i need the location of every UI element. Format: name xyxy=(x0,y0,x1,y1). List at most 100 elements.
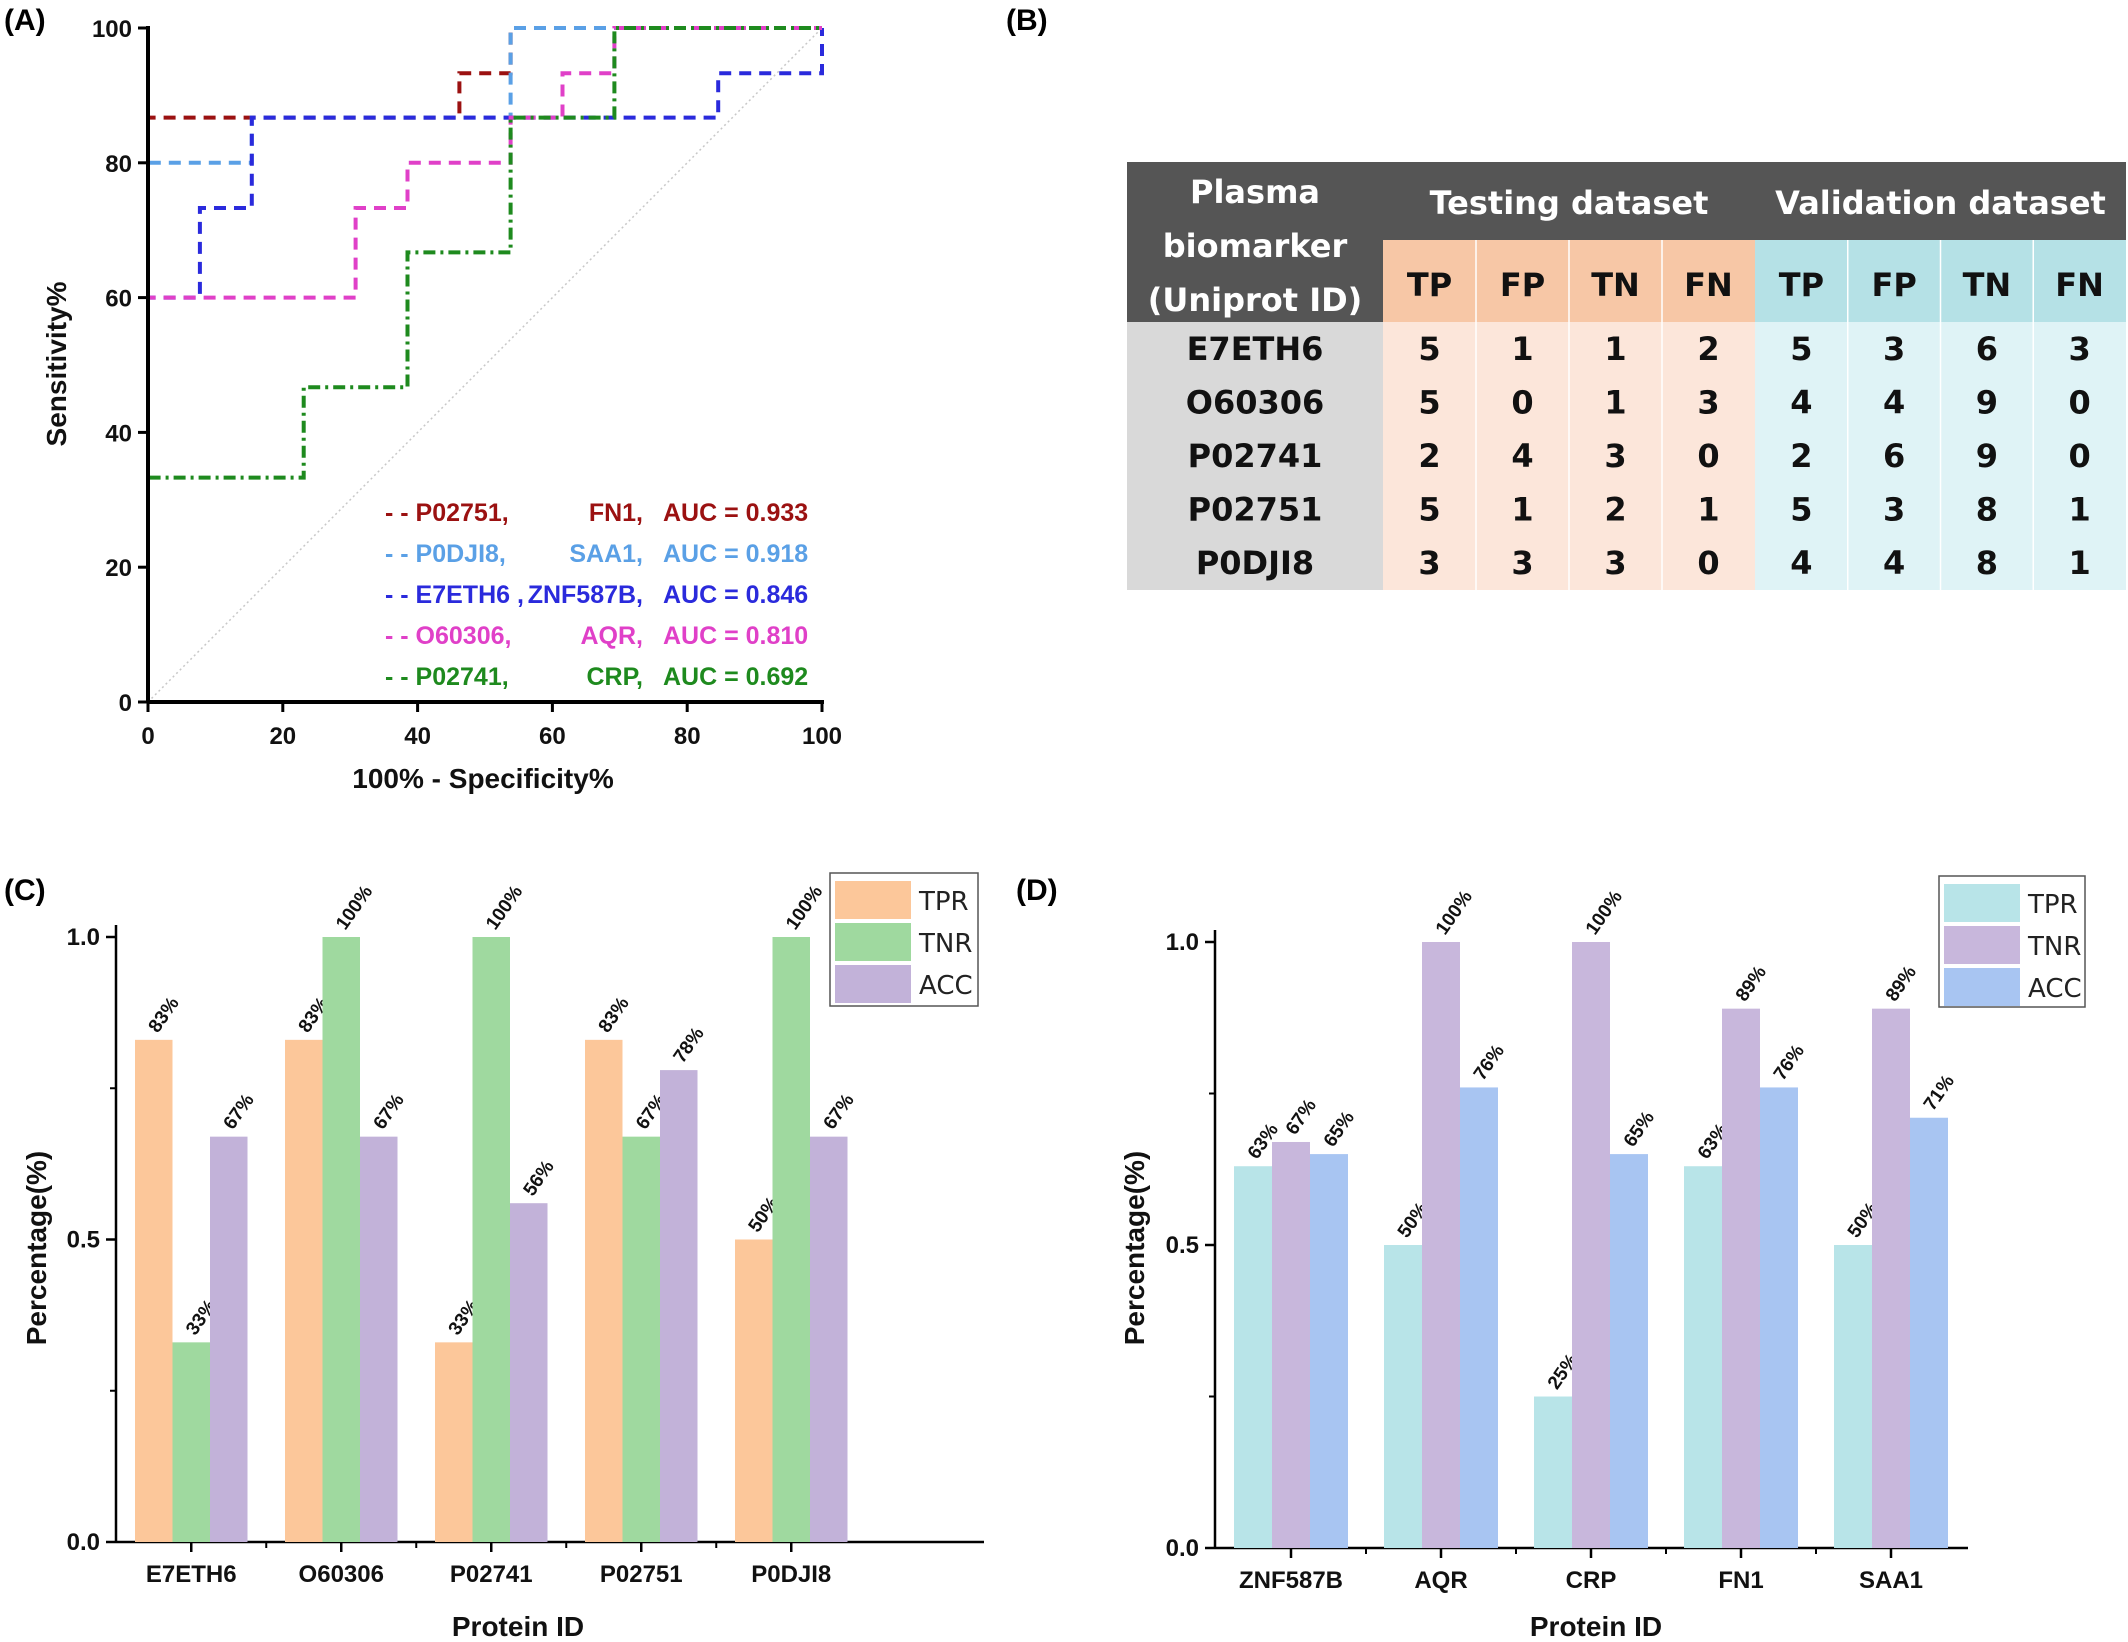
roc-y-tick-label: 0 xyxy=(119,690,132,717)
table-header-band xyxy=(1127,162,2126,240)
d-bar-tnr xyxy=(1722,1008,1760,1548)
table-cell: 2 xyxy=(1418,437,1440,475)
c-bar-label: 100% xyxy=(782,882,827,934)
table-column-header-tp: TP xyxy=(1407,266,1452,304)
c-bar-acc xyxy=(510,1203,548,1542)
d-bar-tpr xyxy=(1684,1166,1722,1548)
panel-label-a: (A) xyxy=(4,4,46,37)
d-bar-label: 71% xyxy=(1920,1071,1959,1114)
roc-x-tick-label: 40 xyxy=(404,723,431,750)
c-y-axis-title: Percentage(%) xyxy=(21,1151,52,1346)
table-cell: 0 xyxy=(1697,437,1719,475)
d-bar-label: 100% xyxy=(1582,887,1627,939)
c-bar-label: 67% xyxy=(220,1090,259,1133)
table-group-header: Testing dataset xyxy=(1430,184,1709,222)
c-x-tick-label: P02751 xyxy=(600,1561,683,1588)
d-bar-label: 89% xyxy=(1882,962,1921,1005)
table-cell: 9 xyxy=(1976,437,1998,475)
table-cell: 1 xyxy=(1511,491,1533,529)
d-bar-tnr xyxy=(1422,942,1460,1548)
d-bar-label: 76% xyxy=(1770,1041,1809,1084)
roc-y-axis-title: Sensitivity% xyxy=(41,281,72,446)
c-bar-label: 83% xyxy=(595,993,634,1036)
table-cell: 2 xyxy=(1604,491,1626,529)
d-x-tick-label: SAA1 xyxy=(1859,1567,1923,1594)
table-cell: 3 xyxy=(1511,544,1533,582)
c-legend-label-tnr: TNR xyxy=(918,929,972,959)
table-cell: 9 xyxy=(1976,383,1998,421)
d-y-tick-label: 0.5 xyxy=(1166,1232,1199,1259)
roc-legend-id-e7eth6: - - E7ETH6 , xyxy=(385,581,524,609)
table-cell: 2 xyxy=(1697,330,1719,368)
c-bar-label: 83% xyxy=(145,993,184,1036)
c-legend: TPR TNR ACC xyxy=(829,872,979,1007)
table-cell: 1 xyxy=(2068,491,2090,529)
table-column-header-fp: FP xyxy=(1500,266,1545,304)
table-cell: 4 xyxy=(1883,544,1905,582)
d-x-tick-label: AQR xyxy=(1414,1567,1467,1594)
d-bar-label: 67% xyxy=(1282,1096,1321,1139)
c-bar-tpr xyxy=(435,1342,473,1542)
c-bar-tnr xyxy=(172,1342,210,1542)
roc-x-tick-label: 0 xyxy=(141,723,154,750)
table-cell: 0 xyxy=(1697,544,1719,582)
d-y-axis-title: Percentage(%) xyxy=(1119,1151,1150,1346)
table-row-id: P02741 xyxy=(1188,437,1323,475)
c-bar-acc xyxy=(660,1070,698,1542)
table-cell: 3 xyxy=(2068,330,2090,368)
roc-legend-id-p02741: - - P02741, xyxy=(385,663,509,691)
c-legend-label-tpr: TPR xyxy=(918,887,969,917)
c-legend-swatch-acc xyxy=(835,965,911,1003)
d-bar-tpr xyxy=(1834,1245,1872,1548)
table-cell: 4 xyxy=(1790,544,1812,582)
d-bar-label: 100% xyxy=(1432,887,1477,939)
c-bar-acc xyxy=(360,1136,398,1542)
d-bar-tpr xyxy=(1534,1396,1572,1548)
roc-x-axis-title: 100% - Specificity% xyxy=(352,763,614,794)
roc-y-tick-label: 40 xyxy=(105,420,132,447)
table-cell: 1 xyxy=(2068,544,2090,582)
table-column-header-tn: TN xyxy=(1963,266,2012,304)
table-cell: 0 xyxy=(2068,437,2090,475)
roc-legend-id-p02751: - - P02751, xyxy=(385,499,509,527)
roc-axes: 0 20 40 60 80 100 0 20 40 60 80 100 xyxy=(92,16,842,750)
table-cell: 6 xyxy=(1883,437,1905,475)
d-bar-label: 76% xyxy=(1470,1041,1509,1084)
c-bar-tnr xyxy=(472,937,510,1542)
d-x-axis-title: Protein ID xyxy=(1530,1611,1662,1642)
table-corner-header-line: Plasma xyxy=(1190,173,1320,211)
d-bar-acc xyxy=(1460,1087,1498,1548)
roc-reference-line xyxy=(147,27,823,703)
d-bar-tnr xyxy=(1272,1141,1310,1548)
c-y-tick-label: 0.0 xyxy=(67,1529,100,1556)
table-cell: 5 xyxy=(1418,330,1440,368)
table-cell: 4 xyxy=(1883,383,1905,421)
roc-legend-gene-p02751: FN1, xyxy=(589,499,643,527)
roc-x-tick-label: 60 xyxy=(539,723,566,750)
table-column-header-fp: FP xyxy=(1871,266,1916,304)
roc-y-tick-label: 80 xyxy=(105,151,132,178)
c-legend-swatch-tnr xyxy=(835,923,911,961)
c-bar-tnr xyxy=(622,1136,660,1542)
c-bar-tpr xyxy=(585,1039,623,1542)
table-row-id: P0DJI8 xyxy=(1196,544,1314,582)
panel-label-c: (C) xyxy=(4,874,46,907)
roc-legend-id-p0dji8: - - P0DJI8, xyxy=(385,540,506,568)
c-bar-tpr xyxy=(285,1039,323,1542)
c-x-tick-label: P0DJI8 xyxy=(751,1561,831,1588)
c-bar-label: 100% xyxy=(482,882,527,934)
table-cell: 8 xyxy=(1976,491,1998,529)
table-cell: 1 xyxy=(1604,383,1626,421)
c-y-tick-label: 1.0 xyxy=(67,924,100,951)
table-corner-cell xyxy=(1127,240,1383,322)
c-bar-tpr xyxy=(735,1239,773,1542)
c-legend-swatch-tpr xyxy=(835,881,911,919)
c-bar-label: 78% xyxy=(670,1024,709,1067)
table-cell: 5 xyxy=(1790,330,1812,368)
table-cell: 3 xyxy=(1604,437,1626,475)
confusion-table: Plasma biomarker (Uniprot ID) Testing datas… xyxy=(1127,162,2126,590)
panel-label-d: (D) xyxy=(1016,874,1058,907)
d-x-tick-label: CRP xyxy=(1566,1567,1617,1594)
d-bar-label: 89% xyxy=(1732,962,1771,1005)
